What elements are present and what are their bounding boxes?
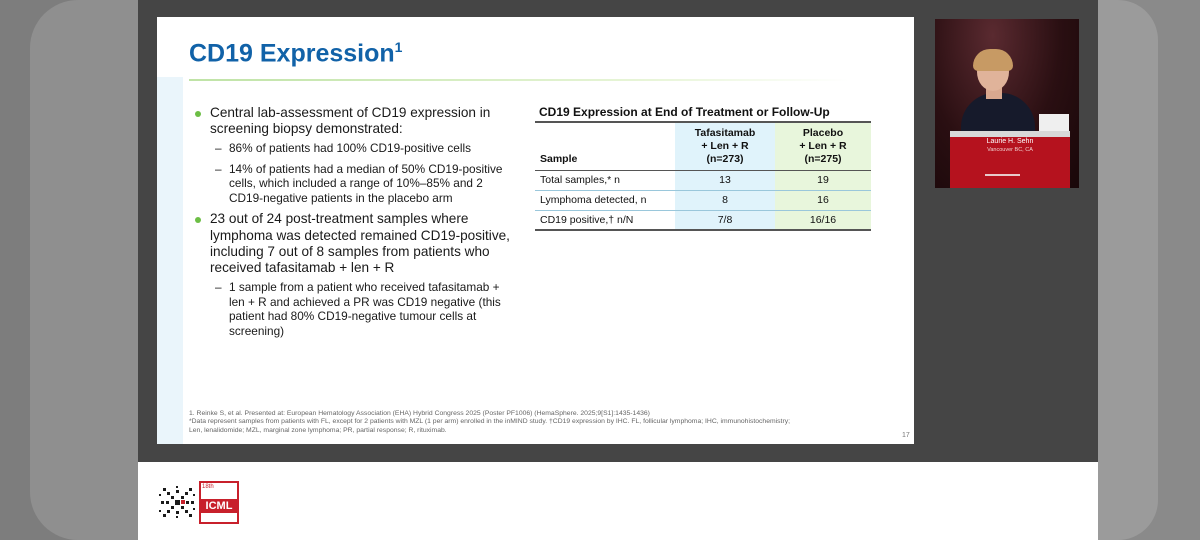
podium-decor-line — [985, 174, 1020, 176]
outer-frame-right-rim — [1098, 0, 1158, 540]
row-label: Lymphoma detected, n — [535, 190, 675, 211]
table-row: Lymphoma detected, n 8 16 — [535, 190, 871, 211]
header-line: + Len + R — [799, 139, 847, 152]
row-label: Total samples,* n — [535, 170, 675, 191]
sub-bullet-text: 1 sample from a patient who received taf… — [229, 280, 501, 338]
slide-title: CD19 Expression1 — [189, 39, 403, 68]
speaker-location: Vancouver BC, CA — [987, 147, 1033, 153]
slide-page-number: 17 — [902, 432, 910, 439]
cell-placebo: 16 — [775, 190, 871, 211]
sub-bullet-item: – 1 sample from a patient who received t… — [195, 280, 517, 338]
logo-edition: 18th — [202, 484, 214, 490]
bullet-dot-icon — [195, 111, 201, 117]
logo-name: ICML — [201, 499, 237, 513]
cell-placebo: 19 — [775, 170, 871, 191]
sub-bullet-text: 14% of patients had a median of 50% CD19… — [229, 161, 503, 205]
footer-bar — [138, 462, 1098, 540]
header-line: Tafasitamab — [694, 126, 756, 139]
podium-top — [950, 131, 1070, 137]
header-line: (n=273) — [706, 152, 744, 165]
speaker-hair — [973, 49, 1013, 71]
header-placebo: Placebo + Len + R (n=275) — [775, 121, 871, 171]
dash-icon: – — [215, 141, 222, 156]
dash-icon: – — [215, 161, 222, 176]
cell-tafasitamab: 7/8 — [675, 210, 775, 231]
title-footnote-marker: 1 — [394, 39, 403, 55]
speaker-name: Laurie H. Sehn — [986, 138, 1034, 145]
row-label: CD19 positive,† n/N — [535, 210, 675, 231]
bullet-list: Central lab-assessment of CD19 expressio… — [195, 105, 517, 344]
reference-line: 1. Reinke S, et al. Presented at: Europe… — [189, 410, 650, 417]
header-line: + Len + R — [701, 139, 749, 152]
header-tafasitamab: Tafasitamab + Len + R (n=273) — [675, 121, 775, 171]
reference-line: *Data represent samples from patients wi… — [189, 418, 790, 426]
speaker-caption: Laurie H. Sehn Vancouver BC, CA — [955, 137, 1065, 155]
slide-side-stripe — [157, 77, 183, 444]
bullet-item: Central lab-assessment of CD19 expressio… — [195, 105, 517, 137]
references: 1. Reinke S, et al. Presented at: Europe… — [189, 410, 829, 435]
table-title: CD19 Expression at End of Treatment or F… — [539, 105, 830, 119]
sub-bullet-list: – 86% of patients had 100% CD19-positive… — [195, 141, 517, 205]
dash-icon: – — [215, 280, 222, 295]
speaker-video: Laurie H. Sehn Vancouver BC, CA — [935, 19, 1079, 188]
cell-tafasitamab: 8 — [675, 190, 775, 211]
cd19-table: Sample Tafasitamab + Len + R (n=273) Pla… — [535, 121, 871, 231]
table-header-row: Sample Tafasitamab + Len + R (n=273) Pla… — [535, 121, 871, 171]
bullet-text: Central lab-assessment of CD19 expressio… — [210, 105, 491, 137]
bullet-text: 23 out of 24 post-treatment samples wher… — [210, 211, 510, 276]
header-sample: Sample — [535, 121, 675, 171]
presentation-slide: CD19 Expression1 Central lab-assessment … — [157, 17, 914, 444]
sub-bullet-item: – 86% of patients had 100% CD19-positive… — [195, 141, 517, 156]
sub-bullet-text: 86% of patients had 100% CD19-positive c… — [229, 141, 471, 156]
podium-lamp — [1039, 114, 1069, 132]
table-row: Total samples,* n 13 19 — [535, 170, 871, 191]
sub-bullet-list: – 1 sample from a patient who received t… — [195, 280, 517, 338]
bullet-item: 23 out of 24 post-treatment samples wher… — [195, 211, 517, 276]
reference-line: Len, lenalidomide; MZL, marginal zone ly… — [189, 426, 447, 434]
title-divider — [189, 79, 849, 81]
icml-logo: 18th ICML — [199, 481, 239, 524]
header-line: (n=275) — [804, 152, 842, 165]
header-line: Placebo — [802, 126, 844, 139]
icml-network-logo-icon — [159, 486, 195, 518]
sub-bullet-item: – 14% of patients had a median of 50% CD… — [195, 162, 517, 206]
table-row: CD19 positive,† n/N 7/8 16/16 — [535, 210, 871, 231]
bullet-dot-icon — [195, 217, 201, 224]
outer-frame-left-rim — [30, 0, 140, 540]
podium — [950, 131, 1070, 188]
cell-tafasitamab: 13 — [675, 170, 775, 191]
cell-placebo: 16/16 — [775, 210, 871, 231]
